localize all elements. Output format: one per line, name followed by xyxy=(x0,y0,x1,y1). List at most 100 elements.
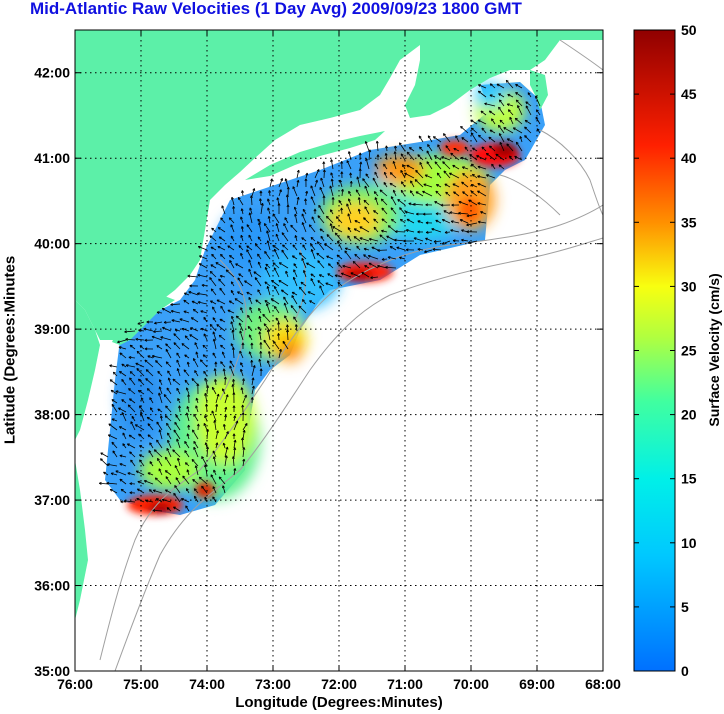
velocity-arrow xyxy=(406,151,415,161)
velocity-arrow xyxy=(138,378,145,386)
velocity-arrow xyxy=(217,246,226,251)
contour-offshore xyxy=(114,237,603,671)
velocity-arrow-head xyxy=(230,343,234,346)
velocity-arrow xyxy=(162,499,172,503)
velocity-arrow xyxy=(249,207,253,215)
velocity-arrow-head xyxy=(335,232,338,235)
velocity-arrow-head xyxy=(171,319,175,321)
velocity-arrow-head xyxy=(170,303,173,306)
velocity-arrow-head xyxy=(176,438,180,441)
velocity-arrow xyxy=(274,286,280,296)
velocity-arrow-head xyxy=(220,305,224,308)
velocity-arrow xyxy=(324,243,334,251)
velocity-arrow xyxy=(310,243,316,251)
velocity-arrow-head xyxy=(274,267,277,270)
velocity-arrow-head xyxy=(359,152,362,156)
velocity-arrow xyxy=(210,288,217,296)
velocity-arrow-head xyxy=(278,203,281,206)
velocity-arrow xyxy=(166,422,172,431)
velocity-arrow-head xyxy=(299,252,302,254)
velocity-arrow xyxy=(458,201,469,206)
velocity-arrow-head xyxy=(374,163,378,166)
velocity-arrow xyxy=(265,263,271,269)
velocity-arrow xyxy=(310,237,316,242)
velocity-arrow-head xyxy=(204,415,207,418)
velocity-arrow xyxy=(301,213,307,224)
velocity-arrow xyxy=(115,470,127,476)
velocity-arrow xyxy=(246,245,253,251)
velocity-arrow xyxy=(206,385,209,395)
velocity-arrow xyxy=(320,177,325,188)
velocity-arrow-head xyxy=(525,105,529,108)
velocity-arrow xyxy=(477,175,487,179)
velocity-arrow xyxy=(218,278,226,287)
velocity-arrow xyxy=(193,488,199,494)
velocity-arrow xyxy=(535,95,541,107)
velocity-arrow-head xyxy=(318,204,322,207)
velocity-arrow xyxy=(525,105,532,116)
velocity-arrow xyxy=(139,405,145,413)
velocity-arrow-head xyxy=(414,179,418,181)
velocity-arrow xyxy=(136,351,145,359)
velocity-arrow-head xyxy=(254,365,256,368)
velocity-arrow xyxy=(286,194,289,206)
velocity-arrow xyxy=(241,208,244,215)
velocity-arrow xyxy=(326,234,334,242)
velocity-arrow xyxy=(220,344,226,350)
velocity-arrow-head xyxy=(400,189,404,192)
velocity-arrow xyxy=(462,173,469,179)
velocity-arrow xyxy=(434,155,442,161)
velocity-arrow xyxy=(480,211,487,215)
velocity-arrow xyxy=(505,80,514,89)
velocity-arrow xyxy=(108,434,118,440)
velocity-arrow xyxy=(165,476,172,485)
velocity-arrow-head xyxy=(166,507,170,509)
velocity-arrow xyxy=(122,432,127,440)
velocity-arrow xyxy=(147,472,154,476)
velocity-arrow-head xyxy=(153,330,156,333)
velocity-arrow xyxy=(310,278,316,287)
velocity-arrow xyxy=(291,295,298,305)
velocity-arrow xyxy=(172,378,181,386)
velocity-arrow-head xyxy=(284,217,288,220)
velocity-arrow xyxy=(387,256,397,260)
velocity-arrow xyxy=(154,321,163,324)
velocity-arrow-head xyxy=(212,386,215,389)
velocity-arrow-head xyxy=(248,268,252,272)
colorbar-tick-label: 10 xyxy=(681,535,697,551)
velocity-arrow-head xyxy=(252,397,254,400)
velocity-arrow xyxy=(347,227,352,233)
velocity-arrow xyxy=(139,459,145,467)
velocity-arrow xyxy=(232,379,235,386)
velocity-arrow xyxy=(224,414,227,422)
velocity-arrow xyxy=(489,110,496,116)
velocity-arrow-head xyxy=(99,481,102,484)
velocity-arrow-head xyxy=(466,230,470,233)
velocity-arrow-head xyxy=(216,442,219,446)
velocity-arrow xyxy=(383,163,388,170)
velocity-arrow xyxy=(491,163,496,170)
velocity-arrow-head xyxy=(216,404,219,407)
velocity-arrow xyxy=(160,415,163,422)
colorbar xyxy=(633,29,676,672)
velocity-arrow-head xyxy=(209,277,213,279)
velocity-arrow xyxy=(144,359,154,368)
velocity-arrow-head xyxy=(274,248,277,251)
velocity-arrow xyxy=(135,338,145,341)
velocity-arrow xyxy=(110,389,118,395)
velocity-arrow-head xyxy=(276,223,279,226)
velocity-arrow-head xyxy=(165,343,169,345)
velocity-arrow xyxy=(283,223,289,233)
velocity-arrow xyxy=(354,220,361,224)
velocity-arrow xyxy=(221,205,226,215)
velocity-arrow xyxy=(220,361,226,368)
velocity-arrow xyxy=(215,262,226,269)
velocity-arrow xyxy=(195,405,199,413)
y-tick-label: 39:00 xyxy=(34,321,70,337)
velocity-arrow-head xyxy=(417,247,421,250)
velocity-arrow xyxy=(263,339,271,350)
velocity-arrow xyxy=(213,338,217,350)
velocity-arrow-head xyxy=(174,465,178,468)
velocity-arrow-head xyxy=(376,140,379,144)
velocity-arrow xyxy=(272,262,280,269)
